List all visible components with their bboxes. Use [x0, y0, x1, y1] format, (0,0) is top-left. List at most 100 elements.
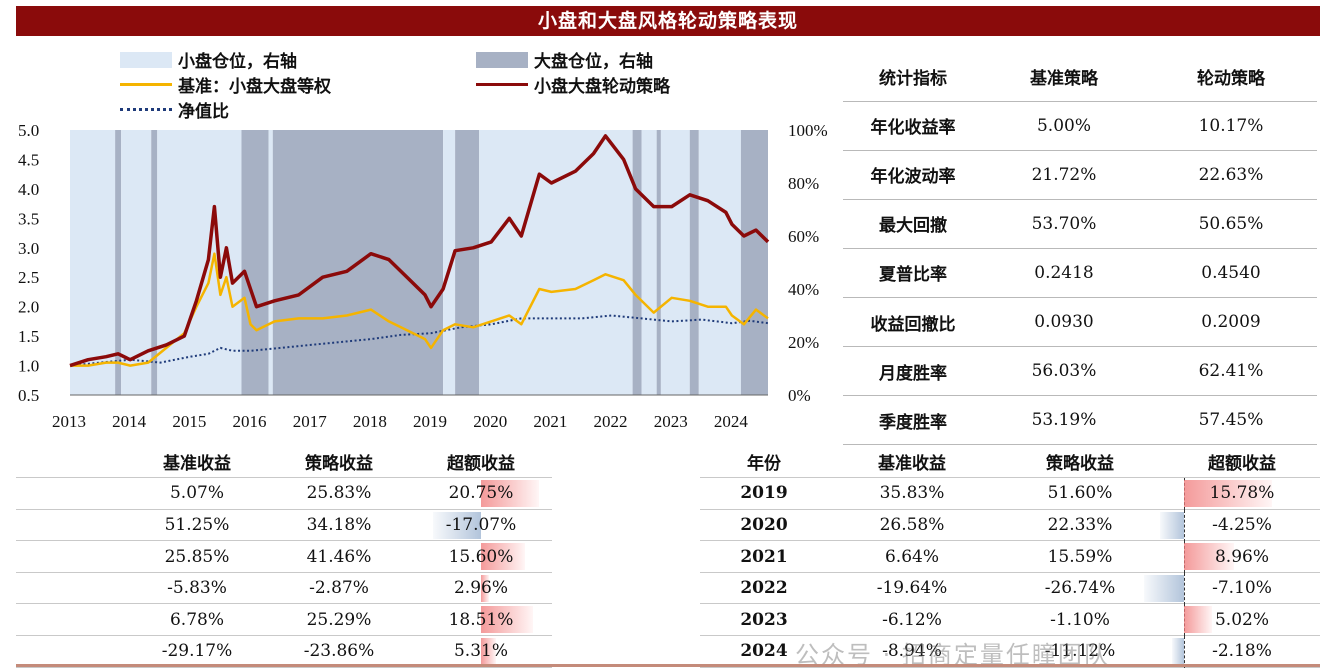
y-right-tick-label: 0%	[788, 386, 811, 405]
legend-strategy-label: 小盘大盘轮动策略	[534, 77, 670, 97]
y-left-tick-label: 2.5	[18, 268, 39, 287]
excess-positive-bar	[481, 480, 540, 508]
excess-return-value: -4.25%	[1212, 514, 1272, 535]
left-table-row: -5.83% -2.87% 2.96%	[16, 572, 552, 605]
legend-benchmark: 基准：小盘大盘等权	[120, 72, 331, 97]
legend-nav-ratio: 净值比	[120, 97, 229, 122]
legend-large-position-label: 大盘仓位，右轴	[534, 52, 653, 72]
right-header: 基准收益	[828, 446, 996, 479]
stats-label: 年化收益率	[843, 101, 983, 151]
large-position-band	[740, 130, 768, 395]
left-empty-header	[16, 446, 126, 479]
left-header: 超额收益	[410, 446, 552, 479]
large-position-band	[455, 130, 480, 395]
excess-return-value: 20.75%	[448, 483, 514, 504]
strategy-return: 15.59%	[996, 540, 1164, 573]
legend-benchmark-label: 基准：小盘大盘等权	[178, 77, 331, 97]
small-position-swatch	[120, 51, 172, 68]
stats-row: 年化波动率 21.72% 22.63%	[843, 150, 1317, 200]
strategy-return: -23.86%	[268, 635, 410, 668]
right-table-row: 2022 -19.64% -26.74% -7.10%	[700, 572, 1320, 605]
stats-value: 0.0930	[983, 297, 1145, 348]
y-right-tick-label: 100%	[788, 121, 828, 140]
excess-negative-bar	[1171, 638, 1184, 666]
strategy-return: 25.29%	[268, 603, 410, 637]
stats-value: 53.19%	[983, 395, 1145, 446]
stats-value: 50.65%	[1145, 199, 1317, 249]
excess-return-value: -7.10%	[1212, 578, 1272, 599]
benchmark-return: -5.83%	[126, 572, 268, 605]
left-row-label	[16, 540, 126, 573]
right-table-row: 2021 6.64% 15.59% 8.96%	[700, 540, 1320, 574]
excess-zero-axis	[1184, 636, 1185, 669]
benchmark-return: -19.64%	[828, 572, 996, 605]
stats-label: 收益回撤比	[843, 297, 983, 348]
excess-negative-bar	[1160, 511, 1184, 539]
left-table-row: -29.17% -23.86% 5.31%	[16, 635, 552, 668]
benchmark-return: 5.07%	[126, 477, 268, 510]
excess-return-cell: 8.96%	[1164, 540, 1320, 574]
right-table-row: 2019 35.83% 51.60% 15.78%	[700, 477, 1320, 511]
x-tick-label: 2014	[112, 412, 147, 431]
stats-value: 62.41%	[1145, 346, 1317, 397]
strategy-return: -1.10%	[996, 603, 1164, 637]
stats-value: 53.70%	[983, 199, 1145, 249]
year-label: 2024	[700, 635, 828, 668]
stats-header: 统计指标	[843, 52, 983, 102]
benchmark-swatch	[120, 83, 172, 86]
x-tick-label: 2023	[654, 412, 688, 431]
excess-return-cell: 15.78%	[1164, 477, 1320, 511]
x-tick-label: 2019	[413, 412, 447, 431]
excess-return-value: -17.07%	[445, 514, 517, 535]
small-position-band	[268, 130, 273, 395]
legend-nav-ratio-label: 净值比	[178, 102, 229, 122]
legend-large-position: 大盘仓位，右轴	[476, 47, 653, 72]
left-table-row: 6.78% 25.29% 18.51%	[16, 603, 552, 637]
stats-value: 56.03%	[983, 346, 1145, 397]
large-position-band	[689, 130, 699, 395]
excess-positive-bar	[1184, 543, 1234, 571]
excess-zero-axis	[1184, 509, 1185, 542]
x-tick-label: 2013	[52, 412, 86, 431]
benchmark-return: 51.25%	[126, 509, 268, 542]
stats-header-row: 统计指标 基准策略 轮动策略	[843, 52, 1317, 102]
x-tick-label: 2021	[533, 412, 567, 431]
left-row-label	[16, 572, 126, 605]
stats-table: 统计指标 基准策略 轮动策略 年化收益率 5.00% 10.17% 年化波动率 …	[843, 52, 1317, 446]
x-tick-label: 2017	[293, 412, 328, 431]
large-position-band	[632, 130, 642, 395]
excess-return-value: -2.18%	[1212, 641, 1272, 662]
stats-row: 月度胜率 56.03% 62.41%	[843, 346, 1317, 397]
stats-value: 21.72%	[983, 150, 1145, 200]
left-row-label	[16, 635, 126, 668]
strategy-line	[69, 134, 770, 368]
left-header: 策略收益	[268, 446, 410, 479]
x-tick-label: 2022	[594, 412, 628, 431]
excess-positive-bar	[481, 606, 533, 634]
strategy-return: 41.46%	[268, 540, 410, 573]
stats-value: 5.00%	[983, 101, 1145, 151]
excess-return-value: 2.96%	[453, 578, 508, 599]
large-position-band	[151, 130, 158, 395]
left-table-row: 25.85% 41.46% 15.60%	[16, 540, 552, 573]
x-tick-label: 2018	[353, 412, 387, 431]
benchmark-return: 25.85%	[126, 540, 268, 573]
benchmark-return: -6.12%	[828, 603, 996, 637]
benchmark-return: 35.83%	[828, 477, 996, 510]
right-header: 年份	[700, 446, 828, 479]
stats-row: 最大回撤 53.70% 50.65%	[843, 199, 1317, 249]
stats-value: 0.2418	[983, 248, 1145, 298]
benchmark-return: 6.64%	[828, 540, 996, 573]
left-header-row: 基准收益 策略收益 超额收益	[16, 446, 552, 479]
stats-label: 最大回撤	[843, 199, 983, 249]
stats-header: 轮动策略	[1145, 52, 1317, 102]
y-left-tick-label: 5.0	[18, 121, 39, 140]
stats-value: 0.4540	[1145, 248, 1317, 298]
stats-row: 收益回撤比 0.0930 0.2009	[843, 297, 1317, 348]
right-header-row: 年份 基准收益 策略收益 超额收益	[700, 446, 1320, 479]
stats-header: 基准策略	[983, 52, 1145, 102]
y-right-tick-label: 20%	[788, 333, 819, 352]
stats-label: 月度胜率	[843, 346, 983, 397]
year-label: 2022	[700, 572, 828, 605]
legend-small-position-label: 小盘仓位，右轴	[178, 52, 297, 72]
